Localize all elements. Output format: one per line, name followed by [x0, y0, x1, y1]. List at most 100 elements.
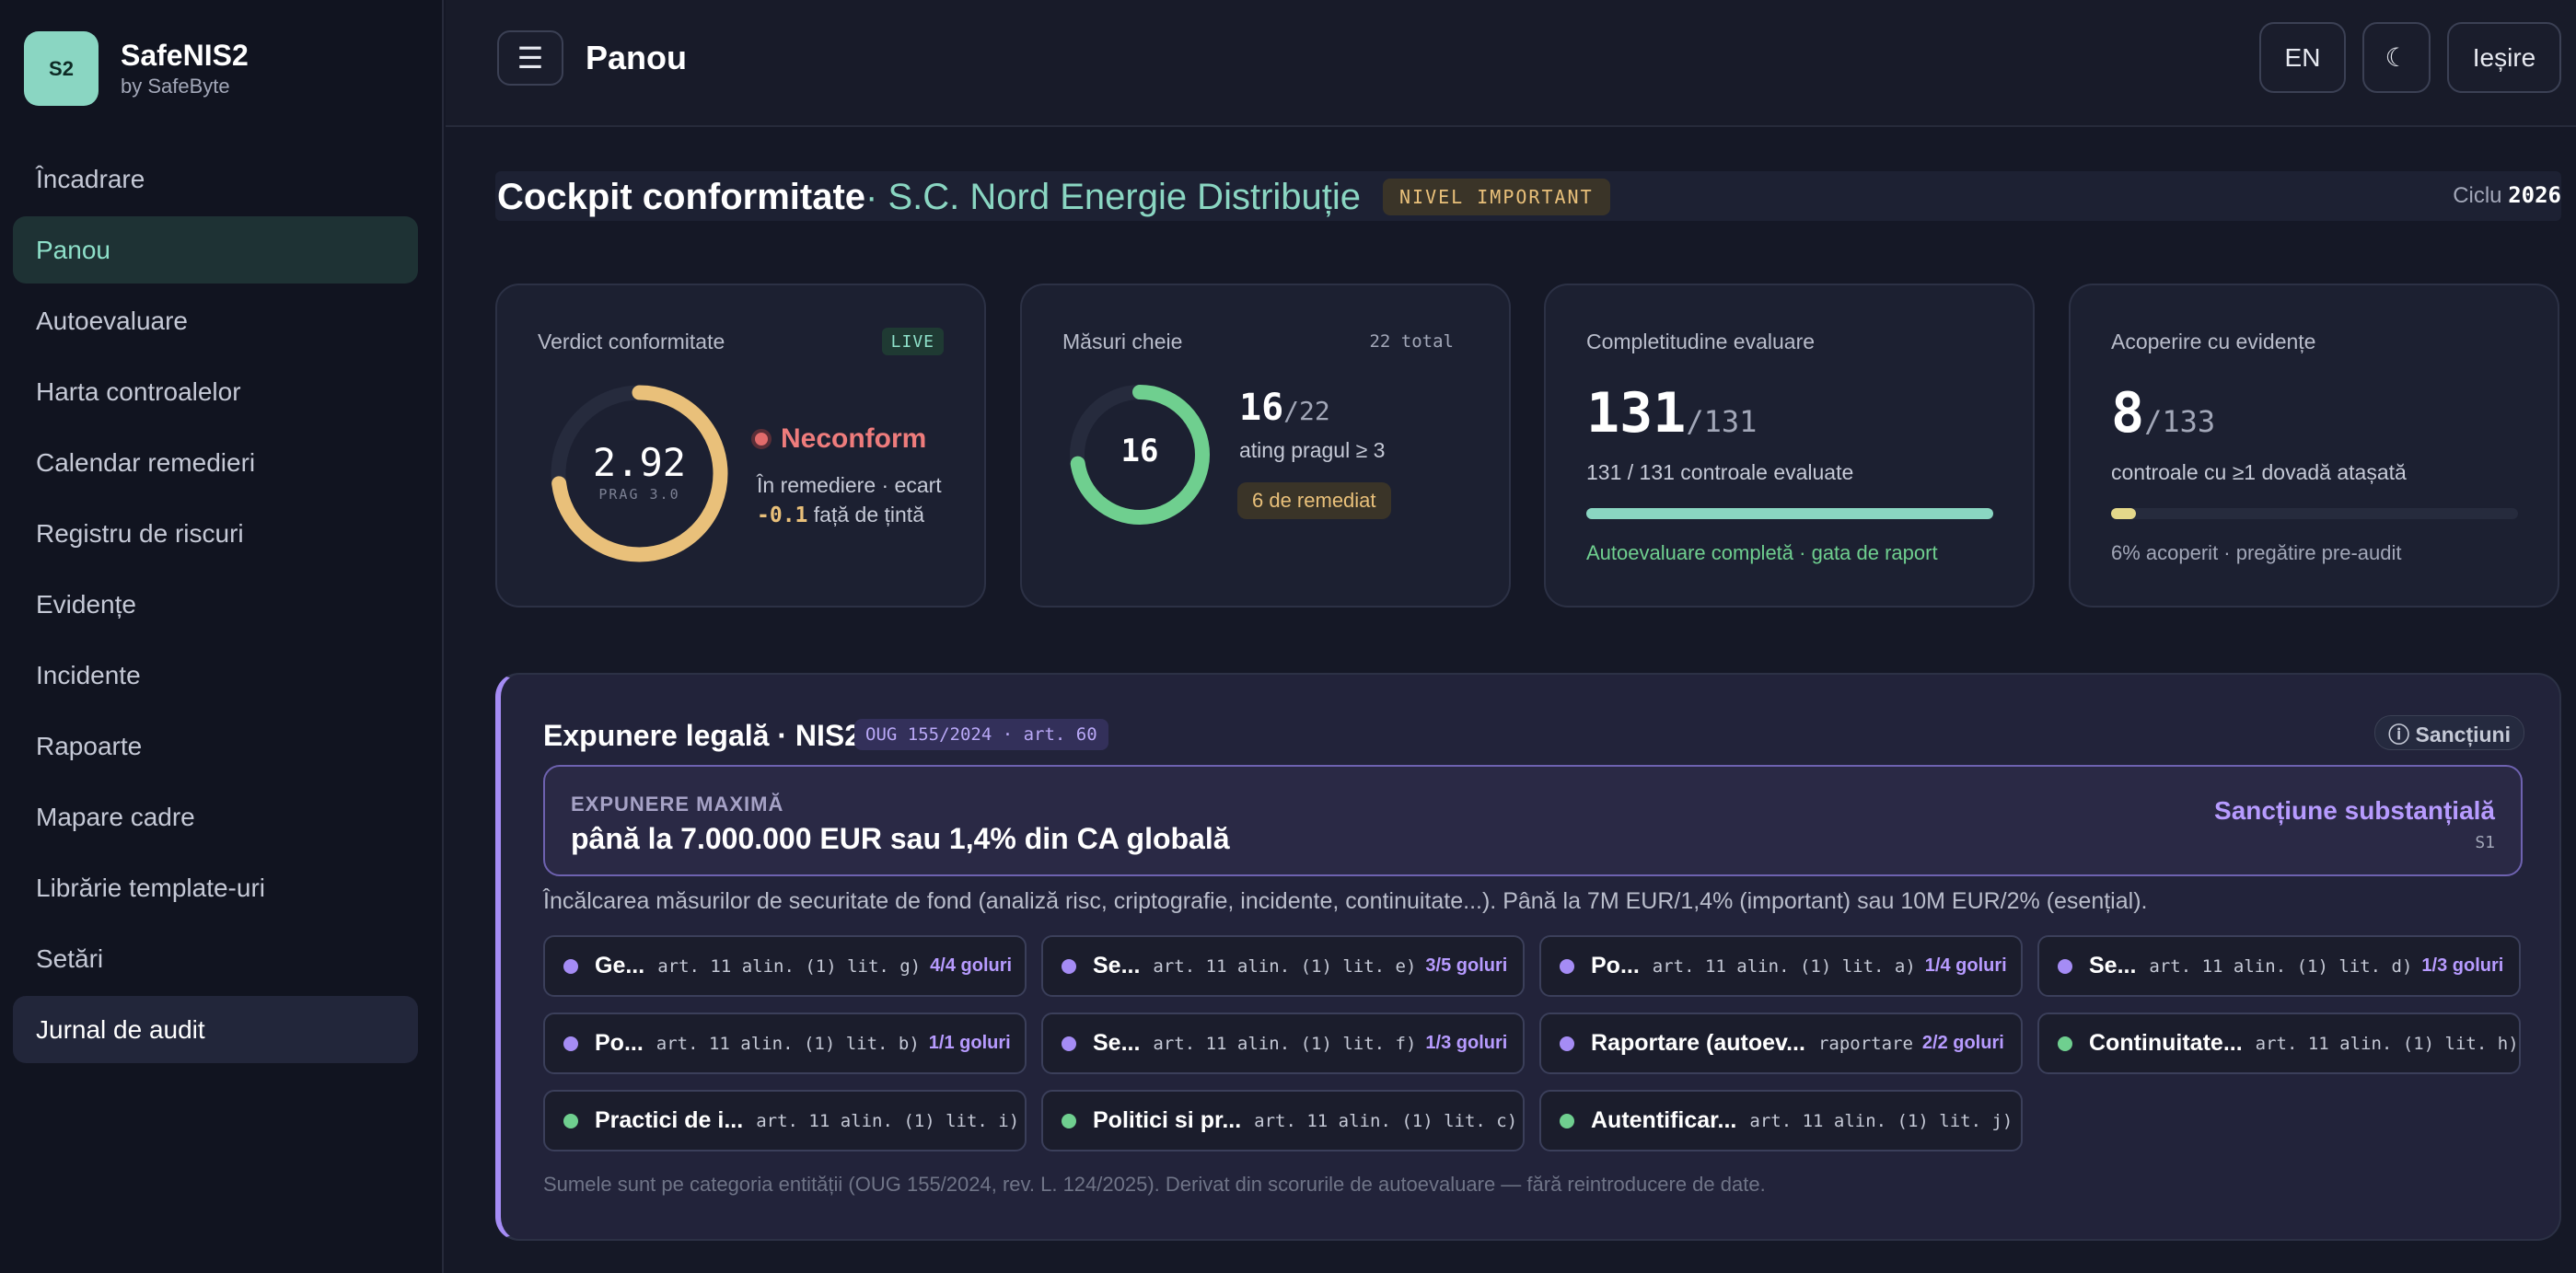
sidebar-item-rapoarte[interactable]: Rapoarte	[36, 731, 143, 760]
key-measures-card: Măsuri cheie 22 total 16 16/22 ating pra…	[1020, 284, 1511, 608]
article-status-dot	[1062, 1113, 1076, 1128]
completeness-card: Completitudine evaluare 131/131 131 / 13…	[1544, 284, 2035, 608]
card-label: Completitudine evaluare	[1586, 330, 1816, 353]
article-chip[interactable]: Po... art. 11 alin. (1) lit. a) 1/4 golu…	[1539, 935, 2023, 997]
sidebar-item-mapare-cadre[interactable]: Mapare cadre	[36, 802, 195, 831]
status-text: Neconform	[781, 423, 927, 454]
article-chip[interactable]: Raportare (autoev... raportare 2/2 golur…	[1539, 1013, 2023, 1074]
article-chip[interactable]: Autentificar... art. 11 alin. (1) lit. j…	[1539, 1090, 2023, 1151]
sanctions-button[interactable]: ⓘ Sancțiuni	[2374, 715, 2524, 750]
article-goals: 1/3 goluri	[2421, 955, 2504, 976]
sidebar-item-incadrare[interactable]: Încadrare	[36, 164, 145, 193]
article-ref: art. 11 alin. (1) lit. h)	[2255, 1033, 2519, 1054]
measures-denominator: /22	[1283, 396, 1330, 426]
sanction-type: Sancțiune substanțială	[2214, 796, 2495, 825]
cycle-indicator: Ciclu 2026	[2453, 182, 2561, 209]
logout-button[interactable]: Ieșire	[2447, 22, 2561, 93]
evidence-count: 8	[2111, 381, 2145, 446]
card-label: Verdict conformitate	[538, 330, 725, 353]
legal-exposure-panel: Expunere legală · NIS2 OUG 155/2024 · ar…	[495, 673, 2561, 1241]
sidebar-item-jurnal-audit[interactable]: Jurnal de audit	[13, 996, 418, 1063]
article-ref: art. 11 alin. (1) lit. c)	[1254, 1110, 1518, 1131]
article-chip[interactable]: Continuitate... art. 11 alin. (1) lit. h…	[2037, 1013, 2521, 1074]
article-status-dot	[1560, 1113, 1574, 1128]
article-chip[interactable]: Se... art. 11 alin. (1) lit. e) 3/5 golu…	[1041, 935, 1525, 997]
sidebar-item-calendar-remedieri[interactable]: Calendar remedieri	[36, 447, 256, 477]
brand[interactable]: S2 SafeNIS2 by SafeByte	[24, 31, 249, 106]
cockpit-title: Cockpit conformitate· S.C. Nord Energie …	[497, 177, 1361, 218]
article-name: Se...	[1093, 1030, 1141, 1056]
completeness-progress-bar	[1586, 508, 1993, 519]
article-ref: art. 11 alin. (1) lit. f)	[1153, 1033, 1417, 1054]
sidebar-item-evidente[interactable]: Evidențe	[36, 589, 136, 619]
sidebar-item-registru-riscuri[interactable]: Registru de riscuri	[36, 518, 244, 548]
legal-reference-tag: OUG 155/2024 · art. 60	[854, 719, 1108, 750]
donut-center-value: 16	[1120, 433, 1159, 469]
article-chip[interactable]: Politici si pr... art. 11 alin. (1) lit.…	[1041, 1090, 1525, 1151]
article-ref: art. 11 alin. (1) lit. e)	[1153, 955, 1417, 977]
legal-footnote: Sumele sunt pe categoria entității (OUG …	[543, 1173, 1766, 1196]
measures-donut	[1070, 385, 1210, 525]
sidebar-item-harta-controalelor[interactable]: Harta controalelor	[36, 376, 241, 406]
sidebar-item-incidente[interactable]: Incidente	[36, 660, 141, 689]
article-ref: art. 11 alin. (1) lit. g)	[657, 955, 922, 977]
article-name: Se...	[1093, 953, 1141, 978]
article-status-dot	[1560, 1036, 1574, 1051]
page-title: Panou	[586, 39, 688, 76]
completeness-value: 131/131	[1586, 381, 1757, 446]
article-chip[interactable]: Practici de i... art. 11 alin. (1) lit. …	[543, 1090, 1027, 1151]
theme-toggle-button[interactable]: ☾	[2362, 22, 2431, 93]
article-name: Raportare (autoev...	[1591, 1030, 1805, 1056]
brand-name: SafeNIS2	[121, 38, 249, 72]
cycle-year: 2026	[2508, 182, 2561, 208]
completeness-footnote: Autoevaluare completă · gata de raport	[1586, 541, 1938, 564]
brand-logo: S2	[24, 31, 99, 106]
article-name: Ge...	[595, 953, 645, 978]
menu-toggle-button[interactable]: ☰	[497, 30, 563, 86]
score-value: 2.92	[592, 440, 687, 485]
threshold-note: ating pragul ≥ 3	[1239, 438, 1386, 462]
article-goals: 2/2 goluri	[1921, 1033, 2004, 1053]
exposure-value: până la 7.000.000 EUR sau 1,4% din CA gl…	[571, 822, 1230, 855]
measures-count: 16	[1239, 387, 1284, 429]
article-chip[interactable]: Ge... art. 11 alin. (1) lit. g) 4/4 golu…	[543, 935, 1027, 997]
card-label: Acoperire cu evidențe	[2111, 330, 2316, 353]
completeness-denominator: /131	[1686, 404, 1758, 439]
status-badge: Neconform	[751, 423, 926, 455]
live-badge: LIVE	[881, 328, 944, 355]
article-status-dot	[2058, 958, 2072, 974]
remediation-badge: 6 de remediat	[1237, 482, 1391, 519]
top-bar: ☰ Panou EN ☾ Ieșire	[446, 0, 2576, 127]
article-status-dot	[563, 1036, 578, 1051]
remediation-note: În remediere · ecart	[757, 473, 942, 497]
exposure-label: EXPUNERE MAXIMĂ	[571, 793, 784, 816]
total-count: 22 total	[1369, 331, 1454, 352]
measures-value: 16/22	[1239, 387, 1330, 429]
max-exposure-box: EXPUNERE MAXIMĂ până la 7.000.000 EUR sa…	[543, 765, 2523, 876]
evidence-denominator: /133	[2144, 404, 2216, 439]
article-status-dot	[1062, 958, 1076, 974]
article-goals: 4/4 goluri	[930, 955, 1013, 976]
article-ref: art. 11 alin. (1) lit. b)	[656, 1033, 920, 1054]
organization-name: · S.C. Nord Energie Distribuție	[865, 177, 1362, 217]
completeness-detail: 131 / 131 controale evaluate	[1586, 460, 1854, 484]
sidebar: S2 SafeNIS2 by SafeByte Încadrare Panou …	[0, 0, 444, 1273]
article-chip[interactable]: Po... art. 11 alin. (1) lit. b) 1/1 golu…	[543, 1013, 1027, 1074]
language-button[interactable]: EN	[2259, 22, 2346, 93]
sidebar-item-panou[interactable]: Panou	[13, 216, 418, 284]
article-name: Continuitate...	[2089, 1030, 2243, 1056]
article-ref: raportare	[1817, 1033, 1913, 1054]
article-name: Se...	[2089, 953, 2137, 978]
evidence-detail: controale cu ≥1 dovadă atașată	[2111, 460, 2407, 484]
level-badge: NIVEL IMPORTANT	[1383, 179, 1610, 215]
sidebar-item-setari[interactable]: Setări	[36, 943, 104, 973]
article-chip[interactable]: Se... art. 11 alin. (1) lit. f) 1/3 golu…	[1041, 1013, 1525, 1074]
article-name: Po...	[595, 1030, 644, 1056]
card-label: Măsuri cheie	[1062, 330, 1183, 353]
sidebar-item-librarie-template[interactable]: Librărie template-uri	[36, 873, 265, 902]
completeness-count: 131	[1586, 381, 1687, 446]
article-status-dot	[1062, 1036, 1076, 1051]
article-status-dot	[1560, 958, 1574, 974]
article-chip[interactable]: Se... art. 11 alin. (1) lit. d) 1/3 golu…	[2037, 935, 2521, 997]
sidebar-item-autoevaluare[interactable]: Autoevaluare	[36, 306, 189, 335]
